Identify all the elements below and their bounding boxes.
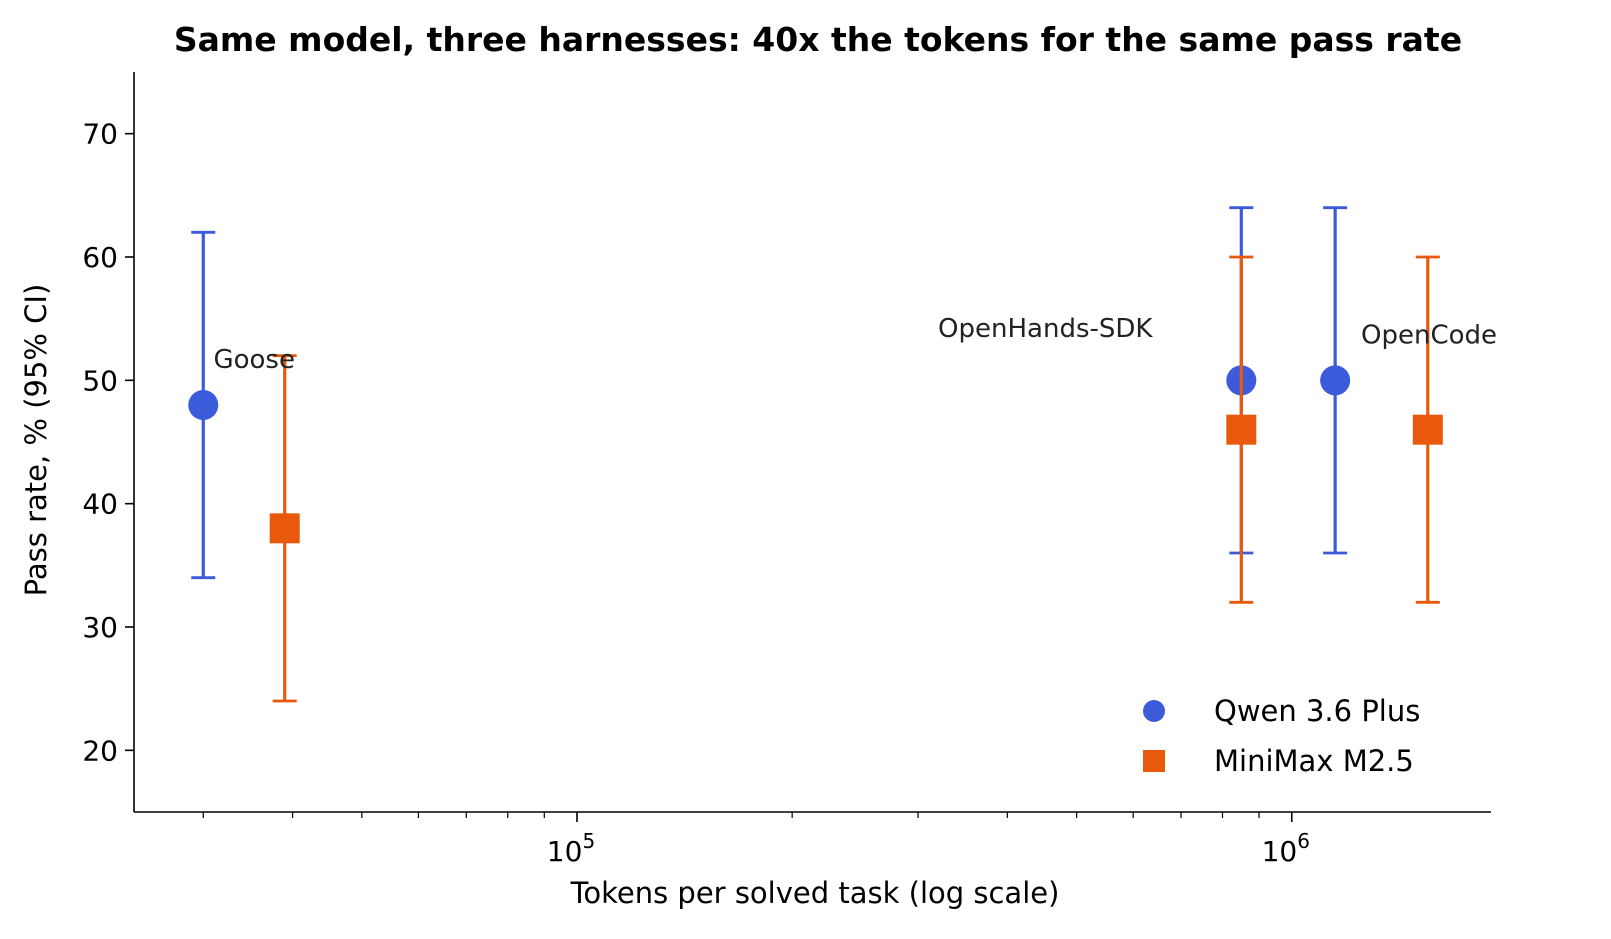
annotation-opencode: OpenCode xyxy=(1361,320,1497,350)
point-minimax-m2-5-goose xyxy=(269,513,300,544)
y-tick-label: 60 xyxy=(82,241,118,274)
legend-label-qwen-3-6-plus: Qwen 3.6 Plus xyxy=(1214,694,1420,728)
annotation-openhands-sdk: OpenHands-SDK xyxy=(938,314,1153,344)
legend-marker-qwen-3-6-plus xyxy=(1143,700,1165,722)
point-minimax-m2-5-opencode xyxy=(1412,414,1443,445)
y-axis-label: Pass rate, % (95% CI) xyxy=(19,284,53,597)
chart-title: Same model, three harnesses: 40x the tok… xyxy=(174,20,1462,59)
point-minimax-m2-5-openhands-sdk xyxy=(1226,414,1257,445)
x-axis-label: Tokens per solved task (log scale) xyxy=(570,876,1060,910)
y-tick-label: 70 xyxy=(82,118,118,151)
point-qwen-3-6-plus-opencode xyxy=(1320,365,1351,396)
legend-label-minimax-m2-5: MiniMax M2.5 xyxy=(1214,744,1414,778)
point-qwen-3-6-plus-goose xyxy=(188,390,219,420)
legend-marker-minimax-m2-5 xyxy=(1143,750,1165,772)
x-tick-label: 106 xyxy=(1262,829,1310,868)
y-tick-label: 20 xyxy=(82,734,118,767)
y-tick-label: 50 xyxy=(82,364,118,397)
annotation-goose: Goose xyxy=(213,345,295,375)
y-tick-label: 30 xyxy=(82,611,118,644)
x-tick-label: 105 xyxy=(547,829,595,868)
y-tick-label: 40 xyxy=(82,488,118,521)
